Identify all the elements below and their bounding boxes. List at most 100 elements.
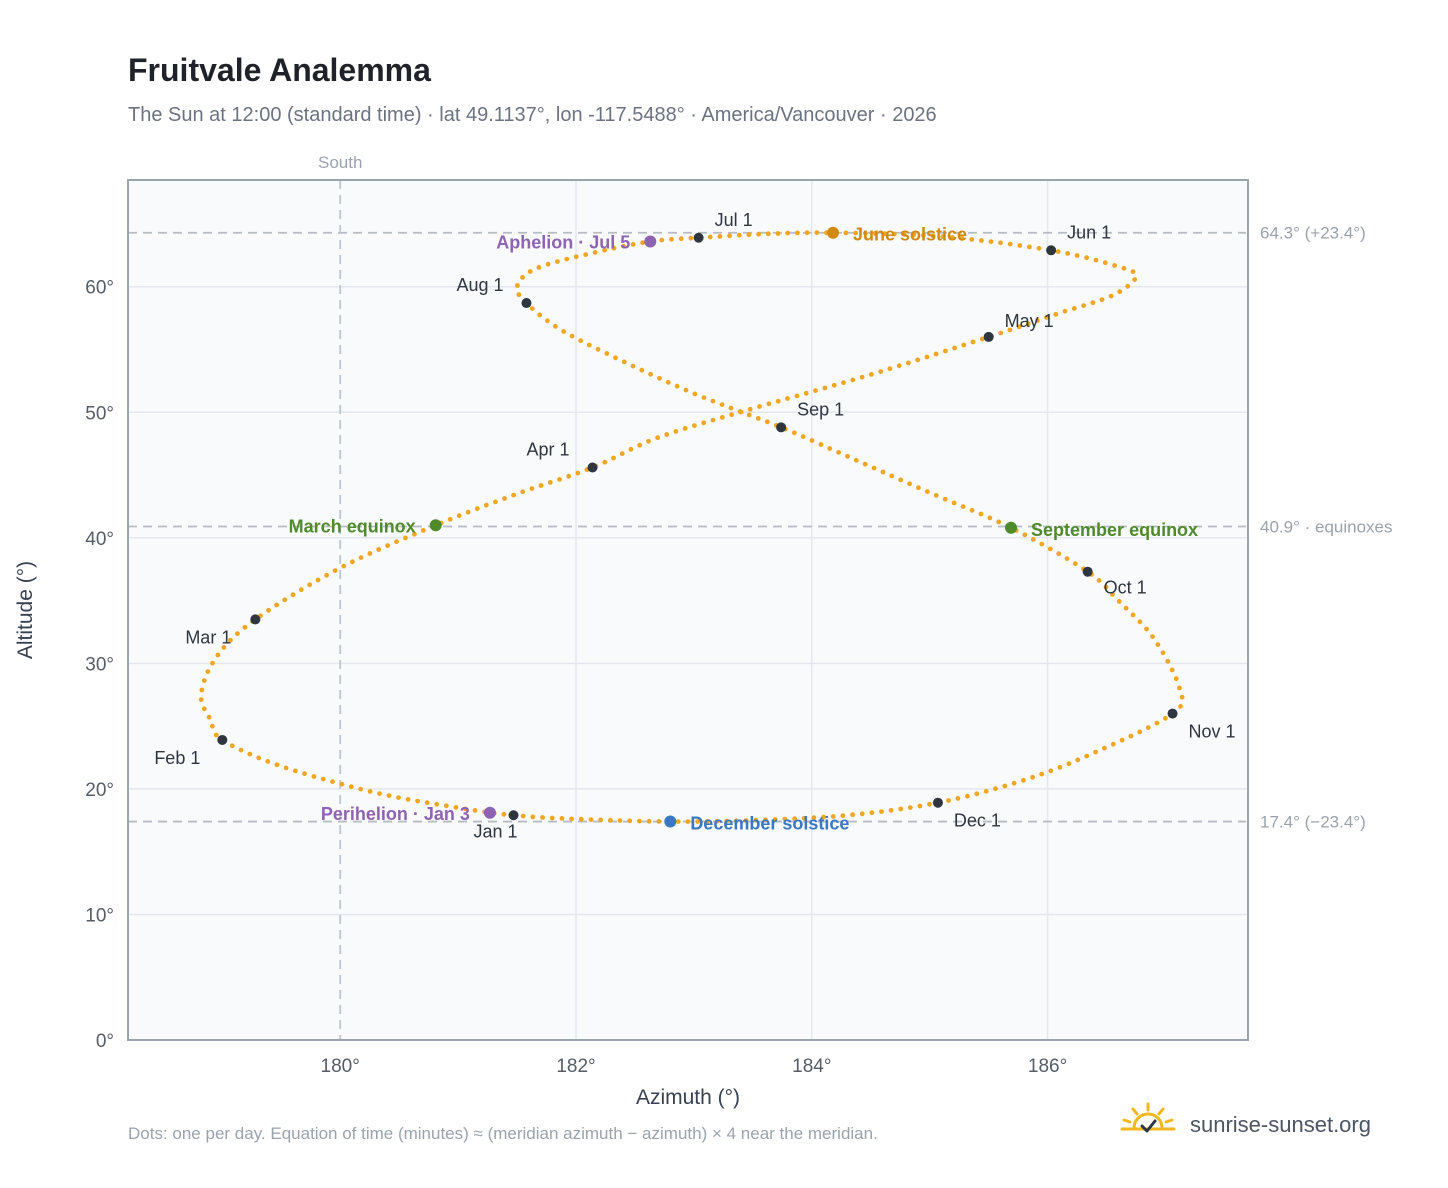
daily-dot: [974, 791, 980, 797]
daily-dot: [933, 493, 939, 498]
daily-dot: [1155, 642, 1161, 647]
daily-dot: [785, 396, 790, 401]
daily-dot: [210, 660, 215, 666]
daily-dot: [898, 806, 904, 812]
daily-dot: [734, 818, 739, 824]
daily-dot: [940, 234, 946, 240]
daily-dot: [1102, 745, 1107, 751]
y-axis-label: Altitude (°): [14, 561, 37, 659]
daily-dot: [1112, 263, 1117, 268]
daily-dot: [675, 819, 681, 824]
daily-dot: [637, 442, 643, 448]
y-tick-label: 30°: [85, 654, 114, 675]
daily-dot: [619, 451, 625, 457]
daily-dot: [483, 502, 489, 508]
daily-dot: [924, 489, 930, 494]
event-marker: [1005, 521, 1018, 534]
daily-dot: [878, 369, 884, 374]
reference-line-label: 64.3° (+23.4°): [1260, 224, 1366, 243]
daily-dot: [621, 359, 627, 365]
daily-dot: [376, 547, 382, 552]
y-tick-label: 0°: [96, 1031, 114, 1052]
daily-dot: [569, 816, 574, 822]
daily-dot: [205, 669, 211, 674]
daily-dot: [996, 519, 1002, 525]
daily-dot: [553, 323, 558, 329]
daily-dot: [1137, 619, 1143, 625]
daily-dot: [493, 499, 498, 505]
daily-dot: [729, 412, 734, 418]
daily-dot: [621, 243, 626, 249]
daily-dot: [282, 597, 288, 603]
daily-dot: [1103, 584, 1109, 590]
daily-dot: [453, 805, 459, 810]
daily-dot: [640, 240, 645, 246]
daily-dot: [979, 238, 984, 243]
daily-dot: [1065, 251, 1071, 256]
daily-dot: [1016, 324, 1022, 330]
daily-dot: [1130, 269, 1136, 274]
daily-dot: [412, 531, 417, 537]
daily-dot: [850, 377, 856, 383]
daily-dot: [1081, 303, 1086, 308]
daily-dot: [710, 417, 716, 423]
daily-dot: [1055, 249, 1061, 255]
daily-dot: [1108, 293, 1114, 299]
daily-dot: [965, 793, 970, 799]
daily-dot: [394, 539, 399, 545]
daily-dot: [943, 348, 948, 354]
y-tick-label: 20°: [85, 780, 114, 801]
daily-dot: [850, 812, 855, 818]
daily-dot: [628, 446, 634, 452]
daily-dot: [206, 714, 212, 720]
daily-dot: [1084, 753, 1090, 759]
meridian: South: [318, 153, 362, 1040]
daily-dot: [537, 312, 543, 318]
event-label: June solstice: [853, 225, 967, 245]
daily-dot: [827, 446, 833, 451]
daily-dot: [1030, 774, 1035, 780]
daily-dot: [201, 706, 207, 712]
daily-dot: [420, 528, 426, 533]
daily-dot: [921, 232, 926, 238]
daily-dot: [915, 357, 921, 363]
plot-area: [128, 180, 1248, 1040]
daily-dot: [547, 480, 553, 485]
daily-dot: [869, 372, 874, 377]
y-tick-label: 10°: [85, 905, 114, 926]
daily-dot: [998, 330, 1004, 336]
daily-dot: [1002, 783, 1008, 789]
daily-dot: [583, 252, 589, 257]
daily-dot: [809, 438, 815, 443]
daily-dot: [424, 800, 430, 806]
daily-dot: [536, 265, 542, 270]
daily-dot: [669, 236, 674, 242]
daily-dot: [1053, 311, 1059, 317]
daily-dot: [339, 781, 345, 787]
daily-dot: [959, 236, 965, 241]
daily-dot: [1066, 761, 1072, 767]
daily-dot: [933, 351, 939, 357]
daily-dot: [1145, 725, 1151, 730]
daily-dot: [889, 473, 895, 479]
daily-dot: [840, 813, 846, 819]
daily-dot: [1096, 578, 1102, 583]
plot-frame: [127, 179, 1249, 1041]
daily-dot: [1062, 308, 1068, 314]
daily-dot: [350, 559, 355, 565]
daily-dot: [1123, 605, 1129, 611]
daily-dot: [1125, 283, 1131, 289]
daily-dot: [348, 784, 354, 790]
daily-dot: [213, 732, 219, 738]
daily-dot: [538, 483, 544, 488]
daily-dot: [1047, 546, 1053, 552]
daily-dot: [747, 406, 753, 412]
brand-name[interactable]: sunrise-sunset.org: [1190, 1112, 1371, 1137]
daily-dot: [646, 438, 651, 444]
daily-dot: [673, 429, 679, 434]
daily-dot: [1179, 694, 1185, 700]
daily-dot: [960, 504, 966, 509]
daily-dot: [907, 481, 912, 487]
daily-dot: [1163, 715, 1168, 721]
